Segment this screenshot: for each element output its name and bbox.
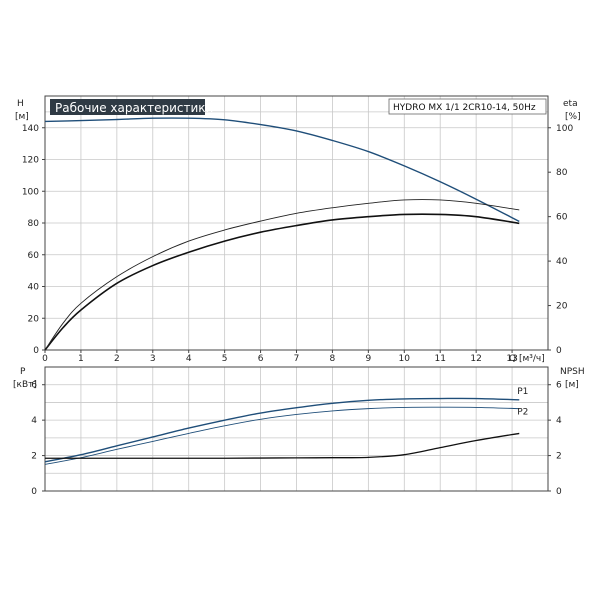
pump-label: HYDRO MX 1/1 2CR10-14, 50Hz xyxy=(393,103,536,113)
h-tick-label: 40 xyxy=(28,283,40,293)
npsh-axis-label: NPSH xyxy=(560,367,585,377)
top-panel-ticks: 0 1 2 3 4 5 6 7 8 9 10 11 12 130204060801001201400204… xyxy=(22,124,574,364)
h-tick-label: 20 xyxy=(28,314,40,324)
npsh-tick-label: 0 xyxy=(556,487,562,497)
pump-label-box xyxy=(388,98,547,115)
bottom-panel-frame xyxy=(44,366,549,492)
head-curve xyxy=(44,117,520,223)
npsh-axis-unit: [м] xyxy=(565,380,579,390)
h-axis-label: H xyxy=(17,99,24,109)
x-tick-label: 9 xyxy=(365,354,371,364)
eta-tick-label: 20 xyxy=(556,302,568,312)
eta-axis-label: eta xyxy=(563,99,578,109)
h-tick-label: 120 xyxy=(22,156,39,166)
npsh-tick-label: 4 xyxy=(556,416,562,426)
power-curve-p1 xyxy=(44,397,520,463)
npsh-tick-label: 2 xyxy=(556,452,562,462)
x-tick-label: 8 xyxy=(330,354,336,364)
x-tick-label: 2 xyxy=(114,354,120,364)
x-tick-label: 0 xyxy=(42,354,48,364)
x-tick-label: 13 xyxy=(506,354,517,364)
eta-axis-unit: [%] xyxy=(565,112,581,122)
eta-tick-label: 0 xyxy=(556,346,562,356)
eta-tick-label: 100 xyxy=(556,124,573,134)
q-axis-label: Q [м³/ч] xyxy=(509,354,545,364)
bottom-panel-ticks: 0 2 4 6 0 2 4 6 xyxy=(31,381,562,497)
p-tick-label: 6 xyxy=(31,381,37,391)
p-axis-unit: [кВт] xyxy=(13,380,37,390)
x-tick-label: 12 xyxy=(470,354,481,364)
p-tick-label: 2 xyxy=(31,452,37,462)
npsh-tick-label: 6 xyxy=(556,381,562,391)
h-tick-label: 60 xyxy=(28,251,40,261)
h-tick-label: 0 xyxy=(33,346,39,356)
chart-title-background xyxy=(50,99,205,115)
x-tick-label: 10 xyxy=(399,354,411,364)
series-label-p1: P1 xyxy=(517,387,528,397)
p-tick-label: 4 xyxy=(31,416,37,426)
eta-tick-label: 40 xyxy=(556,257,568,267)
bottom-panel-grid xyxy=(45,367,548,491)
x-tick-label: 6 xyxy=(258,354,264,364)
h-tick-label: 100 xyxy=(22,187,39,197)
power-curve-p2 xyxy=(44,406,520,465)
x-tick-label: 1 xyxy=(78,354,84,364)
p-axis-label: P xyxy=(20,367,26,377)
curves: P1 P2 xyxy=(44,117,528,465)
top-panel-grid xyxy=(45,96,548,350)
npsh-curve xyxy=(45,432,520,459)
h-tick-label: 140 xyxy=(22,124,39,134)
x-tick-label: 4 xyxy=(186,354,192,364)
x-tick-label: 7 xyxy=(294,354,300,364)
eta-tick-label: 60 xyxy=(556,213,568,223)
x-tick-label: 11 xyxy=(434,354,445,364)
x-tick-label: 3 xyxy=(150,354,156,364)
eta-tick-label: 80 xyxy=(556,168,568,178)
h-tick-label: 80 xyxy=(28,219,40,229)
h-axis-unit: [м] xyxy=(15,112,29,122)
p-tick-label: 0 xyxy=(31,487,37,497)
efficiency-curve-1 xyxy=(44,213,520,351)
series-label-p2: P2 xyxy=(517,408,528,418)
chart-title: Рабочие характеристики xyxy=(55,101,213,115)
efficiency-curve-2 xyxy=(44,199,520,351)
x-tick-label: 5 xyxy=(222,354,228,364)
